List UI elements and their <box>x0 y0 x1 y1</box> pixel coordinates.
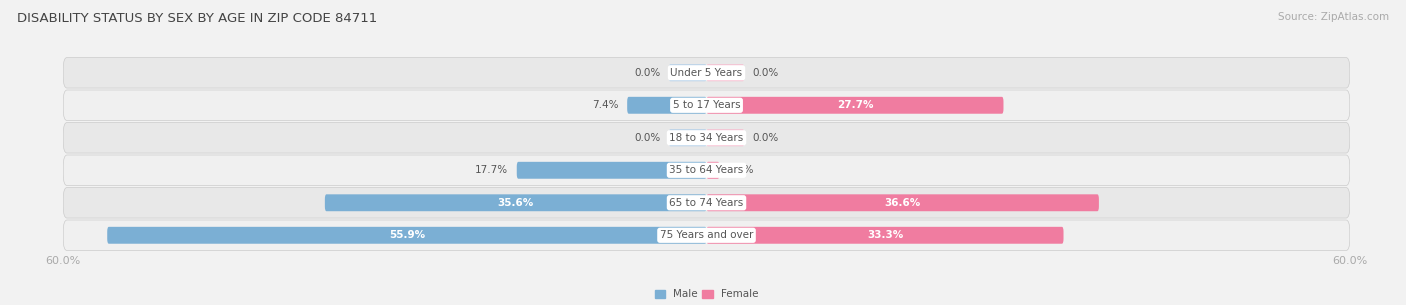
Text: 0.0%: 0.0% <box>634 68 661 78</box>
Text: 27.7%: 27.7% <box>837 100 873 110</box>
Text: 0.0%: 0.0% <box>752 133 779 143</box>
Text: 17.7%: 17.7% <box>475 165 508 175</box>
Text: 0.0%: 0.0% <box>752 68 779 78</box>
FancyBboxPatch shape <box>707 194 1099 211</box>
Text: 35 to 64 Years: 35 to 64 Years <box>669 165 744 175</box>
Text: 33.3%: 33.3% <box>868 230 903 240</box>
FancyBboxPatch shape <box>63 220 1350 250</box>
FancyBboxPatch shape <box>63 90 1350 120</box>
FancyBboxPatch shape <box>707 227 1063 244</box>
Text: 1.2%: 1.2% <box>728 165 755 175</box>
FancyBboxPatch shape <box>669 129 707 146</box>
FancyBboxPatch shape <box>707 97 1004 114</box>
Text: 18 to 34 Years: 18 to 34 Years <box>669 133 744 143</box>
Text: 65 to 74 Years: 65 to 74 Years <box>669 198 744 208</box>
FancyBboxPatch shape <box>107 227 707 244</box>
FancyBboxPatch shape <box>325 194 707 211</box>
FancyBboxPatch shape <box>707 64 744 81</box>
FancyBboxPatch shape <box>63 188 1350 218</box>
Text: 0.0%: 0.0% <box>634 133 661 143</box>
FancyBboxPatch shape <box>669 64 707 81</box>
FancyBboxPatch shape <box>707 162 720 179</box>
FancyBboxPatch shape <box>627 97 707 114</box>
Legend: Male, Female: Male, Female <box>651 285 762 303</box>
Text: 7.4%: 7.4% <box>592 100 619 110</box>
Text: Source: ZipAtlas.com: Source: ZipAtlas.com <box>1278 12 1389 22</box>
FancyBboxPatch shape <box>517 162 707 179</box>
Text: 35.6%: 35.6% <box>498 198 534 208</box>
FancyBboxPatch shape <box>63 155 1350 185</box>
FancyBboxPatch shape <box>707 129 744 146</box>
FancyBboxPatch shape <box>63 58 1350 88</box>
Text: Under 5 Years: Under 5 Years <box>671 68 742 78</box>
Text: 75 Years and over: 75 Years and over <box>659 230 754 240</box>
Text: 55.9%: 55.9% <box>389 230 425 240</box>
Text: 36.6%: 36.6% <box>884 198 921 208</box>
Text: DISABILITY STATUS BY SEX BY AGE IN ZIP CODE 84711: DISABILITY STATUS BY SEX BY AGE IN ZIP C… <box>17 12 377 25</box>
FancyBboxPatch shape <box>63 123 1350 153</box>
Text: 5 to 17 Years: 5 to 17 Years <box>672 100 741 110</box>
